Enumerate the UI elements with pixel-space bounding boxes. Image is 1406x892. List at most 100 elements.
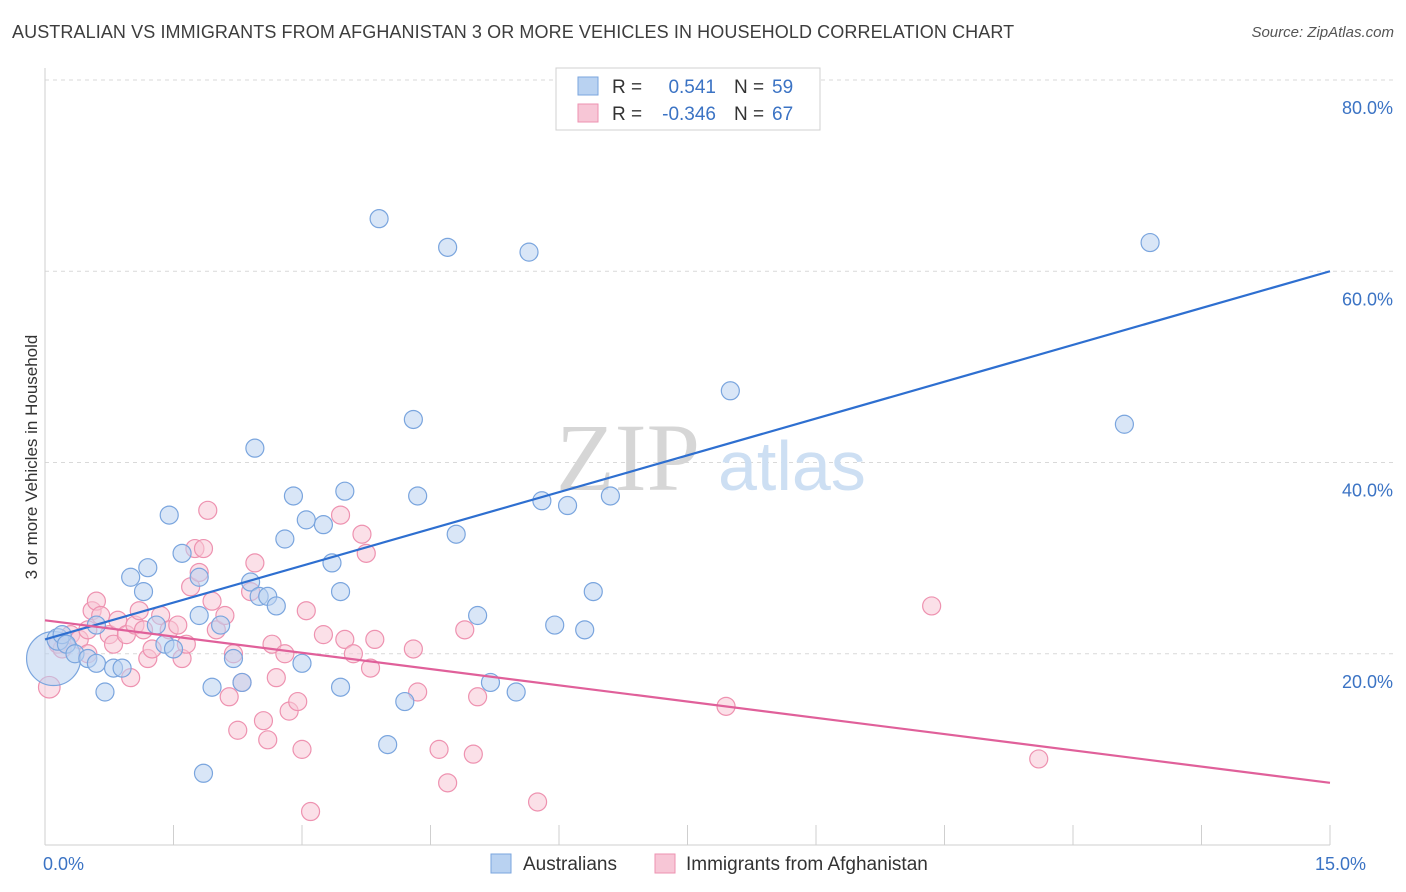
y-tick-label: 40.0%: [1342, 481, 1393, 501]
point-afghanistan: [228, 720, 248, 740]
point-australians: [446, 524, 466, 544]
point-afghanistan: [527, 792, 548, 812]
point-australians: [283, 486, 304, 506]
point-australians: [232, 672, 252, 693]
point-afghanistan: [288, 691, 308, 712]
point-australians: [403, 409, 423, 430]
point-afghanistan: [365, 629, 385, 650]
point-afghanistan: [922, 596, 942, 616]
y-tick-label: 20.0%: [1342, 672, 1393, 692]
trendline-australians: [44, 270, 1331, 641]
y-axis-label: 3 or more Vehicles in Household: [22, 335, 41, 580]
point-afghanistan: [313, 625, 334, 645]
point-afghanistan: [360, 658, 381, 678]
point-afghanistan: [245, 553, 265, 573]
legend-swatch-blue: [577, 76, 599, 96]
trendline-afghanistan: [44, 619, 1331, 784]
point-afghanistan: [258, 730, 278, 750]
point-australians: [378, 734, 398, 755]
legend-swatch-pink: [577, 103, 599, 123]
bottom-legend-swatch-afghanistan: [654, 853, 676, 874]
point-afghanistan: [330, 505, 351, 525]
point-afghanistan: [335, 629, 355, 650]
source-note: Source: ZipAtlas.com: [1251, 24, 1394, 41]
bottom-legend-afghanistan: Immigrants from Afghanistan: [686, 854, 928, 875]
point-australians: [245, 438, 265, 458]
point-afghanistan: [266, 668, 286, 688]
point-australians: [545, 615, 565, 635]
point-australians: [557, 495, 578, 516]
point-australians: [330, 581, 351, 602]
point-australians: [468, 605, 488, 626]
point-australians: [335, 481, 355, 501]
point-afghanistan: [275, 644, 295, 664]
point-afghanistan: [455, 620, 475, 640]
point-afghanistan: [300, 801, 321, 822]
point-australians: [223, 648, 244, 669]
point-australians: [292, 653, 312, 673]
point-australians: [189, 567, 209, 587]
point-afghanistan: [429, 739, 449, 759]
chart-title: AUSTRALIAN VS IMMIGRANTS FROM AFGHANISTA…: [12, 22, 1015, 42]
point-australians: [266, 596, 286, 616]
point-australians: [275, 529, 295, 549]
watermark-atlas: atlas: [718, 427, 866, 505]
point-australians: [172, 543, 192, 563]
point-australians: [193, 763, 214, 783]
point-afghanistan: [202, 591, 222, 611]
y-tick-label: 60.0%: [1342, 289, 1393, 309]
point-australians: [600, 486, 621, 506]
axes-layer: 20.0% 40.0% 60.0% 80.0% 0.0% 15.0%: [43, 68, 1393, 874]
point-afghanistan: [198, 500, 218, 520]
legend-r-label-2: R =: [612, 104, 642, 125]
point-afghanistan: [253, 711, 274, 731]
point-australians: [519, 242, 539, 262]
point-afghanistan: [219, 687, 239, 707]
point-afghanistan: [292, 739, 312, 759]
point-australians: [146, 615, 166, 635]
point-australians: [163, 639, 184, 659]
point-australians: [159, 505, 179, 525]
legend-n-value-1: 59: [772, 77, 793, 98]
point-australians: [189, 605, 209, 626]
point-afghanistan: [103, 634, 124, 654]
legend-r-label-1: R =: [612, 77, 642, 98]
point-afghanistan: [1029, 749, 1049, 769]
legend-r-value-1: 0.541: [668, 77, 716, 98]
points-layer: [25, 209, 1160, 822]
point-australians: [86, 653, 107, 673]
point-afghanistan: [168, 615, 188, 635]
point-australians: [95, 682, 115, 702]
point-australians: [408, 486, 428, 506]
legend-r-value-2: -0.346: [662, 104, 716, 125]
point-australians: [313, 515, 334, 535]
point-australians: [112, 658, 132, 678]
legend: R = 0.541 N = 59 R = -0.346 N = 67: [555, 67, 821, 131]
point-australians: [395, 691, 415, 712]
point-australians: [506, 682, 526, 702]
point-australians: [720, 381, 740, 401]
y-tick-label: 80.0%: [1342, 98, 1393, 118]
legend-n-value-2: 67: [772, 104, 793, 125]
point-australians: [330, 677, 351, 697]
bottom-legend: Australians Immigrants from Afghanistan: [490, 853, 928, 875]
point-australians: [438, 237, 458, 257]
point-australians: [121, 567, 141, 587]
legend-n-label-1: N =: [734, 77, 764, 98]
x-tick-label: 15.0%: [1315, 854, 1366, 874]
point-afghanistan: [193, 538, 214, 559]
point-australians: [575, 620, 595, 640]
point-australians: [202, 677, 222, 697]
point-australians: [369, 209, 389, 229]
bottom-legend-australians: Australians: [523, 854, 617, 875]
point-australians: [1140, 232, 1160, 253]
point-afghanistan: [463, 744, 483, 764]
point-australians: [133, 581, 154, 602]
legend-n-label-2: N =: [734, 104, 764, 125]
point-australians: [296, 510, 316, 530]
point-afghanistan: [408, 682, 428, 702]
point-australians: [583, 581, 603, 602]
point-afghanistan: [468, 687, 488, 707]
point-afghanistan: [352, 524, 372, 544]
